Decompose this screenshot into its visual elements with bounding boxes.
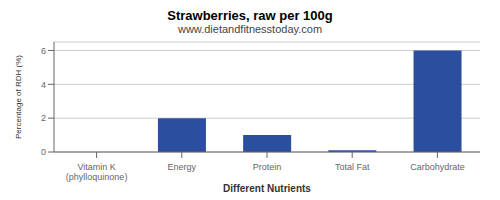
- svg-text:Energy: Energy: [168, 162, 197, 172]
- svg-text:4: 4: [41, 80, 46, 90]
- svg-text:2: 2: [41, 113, 46, 123]
- svg-text:Protein: Protein: [253, 162, 282, 172]
- svg-text:6: 6: [41, 46, 46, 56]
- svg-text:Total Fat: Total Fat: [335, 162, 370, 172]
- svg-text:Carbohydrate: Carbohydrate: [410, 162, 465, 172]
- svg-text:Vitamin K(phylloquinone): Vitamin K(phylloquinone): [66, 162, 128, 182]
- svg-text:Different Nutrients: Different Nutrients: [223, 183, 311, 192]
- svg-text:0: 0: [41, 147, 46, 157]
- html-text:www.dietandfitnesstoday.com: www.dietandfitnesstoday.com: [178, 23, 322, 35]
- svg-text:Percentage of RDH (%): Percentage of RDH (%): [14, 55, 23, 139]
- html-text:Strawberries, raw per 100g: Strawberries, raw per 100g: [167, 8, 333, 23]
